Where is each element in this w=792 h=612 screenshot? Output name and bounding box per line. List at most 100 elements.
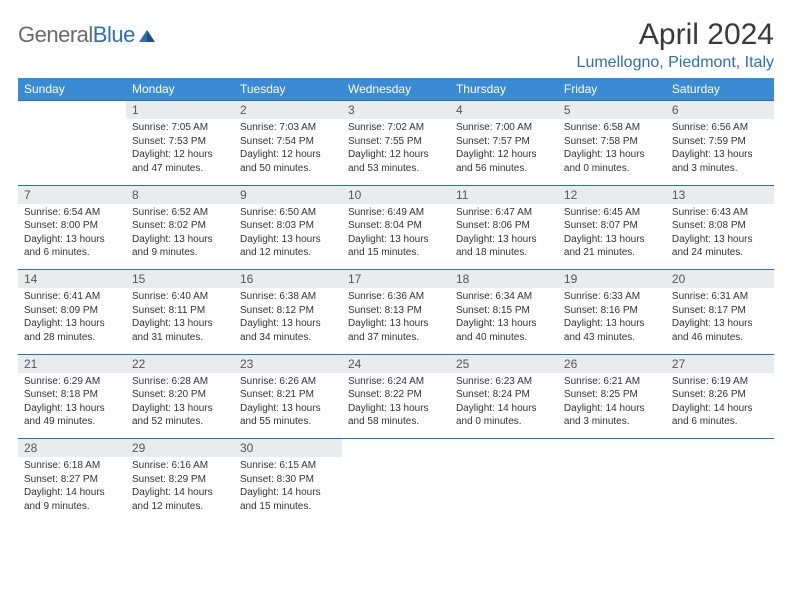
day1-text: Daylight: 14 hours [240, 486, 336, 500]
day-cell [558, 457, 666, 523]
date-number: 21 [24, 357, 37, 371]
date-number: 20 [672, 272, 685, 286]
date-number: 4 [456, 103, 463, 117]
day-cell: Sunrise: 6:34 AMSunset: 8:15 PMDaylight:… [450, 288, 558, 354]
day2-text: and 52 minutes. [132, 415, 228, 429]
date-number: 9 [240, 188, 247, 202]
date-number: 29 [132, 441, 145, 455]
day2-text: and 50 minutes. [240, 162, 336, 176]
date-number: 19 [564, 272, 577, 286]
date-cell: 27 [666, 354, 774, 373]
day1-text: Daylight: 13 hours [456, 317, 552, 331]
day2-text: and 0 minutes. [456, 415, 552, 429]
dow-friday: Friday [558, 78, 666, 101]
date-cell: 25 [450, 354, 558, 373]
day2-text: and 15 minutes. [348, 246, 444, 260]
day-cell: Sunrise: 6:49 AMSunset: 8:04 PMDaylight:… [342, 204, 450, 270]
date-cell: 4 [450, 101, 558, 120]
sunset-text: Sunset: 8:09 PM [24, 304, 120, 318]
day2-text: and 15 minutes. [240, 500, 336, 514]
brand-name: GeneralBlue [18, 22, 135, 48]
sunrise-text: Sunrise: 6:29 AM [24, 375, 120, 389]
day1-text: Daylight: 13 hours [672, 233, 768, 247]
day-cell: Sunrise: 6:24 AMSunset: 8:22 PMDaylight:… [342, 373, 450, 439]
dow-thursday: Thursday [450, 78, 558, 101]
sunrise-text: Sunrise: 7:02 AM [348, 121, 444, 135]
calendar-page: GeneralBlue April 2024 Lumellogno, Piedm… [0, 0, 792, 523]
day-cell: Sunrise: 6:47 AMSunset: 8:06 PMDaylight:… [450, 204, 558, 270]
day2-text: and 28 minutes. [24, 331, 120, 345]
sunrise-text: Sunrise: 6:50 AM [240, 206, 336, 220]
date-cell: 19 [558, 270, 666, 289]
sunset-text: Sunset: 8:03 PM [240, 219, 336, 233]
day1-text: Daylight: 13 hours [564, 317, 660, 331]
sunset-text: Sunset: 8:00 PM [24, 219, 120, 233]
sunrise-text: Sunrise: 6:38 AM [240, 290, 336, 304]
sunrise-text: Sunrise: 6:47 AM [456, 206, 552, 220]
week-body-row: Sunrise: 7:05 AMSunset: 7:53 PMDaylight:… [18, 119, 774, 185]
day1-text: Daylight: 14 hours [456, 402, 552, 416]
day-cell: Sunrise: 6:23 AMSunset: 8:24 PMDaylight:… [450, 373, 558, 439]
week-date-row: 123456 [18, 101, 774, 120]
day2-text: and 24 minutes. [672, 246, 768, 260]
date-cell: 15 [126, 270, 234, 289]
week-body-row: Sunrise: 6:29 AMSunset: 8:18 PMDaylight:… [18, 373, 774, 439]
day-cell: Sunrise: 6:28 AMSunset: 8:20 PMDaylight:… [126, 373, 234, 439]
day2-text: and 49 minutes. [24, 415, 120, 429]
week-body-row: Sunrise: 6:54 AMSunset: 8:00 PMDaylight:… [18, 204, 774, 270]
sunset-text: Sunset: 8:27 PM [24, 473, 120, 487]
brand-suffix: Blue [93, 22, 135, 47]
day1-text: Daylight: 14 hours [564, 402, 660, 416]
sunset-text: Sunset: 7:59 PM [672, 135, 768, 149]
date-cell: 24 [342, 354, 450, 373]
sunset-text: Sunset: 8:26 PM [672, 388, 768, 402]
date-number: 25 [456, 357, 469, 371]
day-cell: Sunrise: 6:45 AMSunset: 8:07 PMDaylight:… [558, 204, 666, 270]
date-number: 3 [348, 103, 355, 117]
sunset-text: Sunset: 8:13 PM [348, 304, 444, 318]
date-cell: 30 [234, 439, 342, 458]
sunset-text: Sunset: 8:11 PM [132, 304, 228, 318]
sunset-text: Sunset: 8:07 PM [564, 219, 660, 233]
day1-text: Daylight: 13 hours [672, 148, 768, 162]
date-cell: 13 [666, 185, 774, 204]
day2-text: and 9 minutes. [24, 500, 120, 514]
sunrise-text: Sunrise: 6:26 AM [240, 375, 336, 389]
date-number: 2 [240, 103, 247, 117]
dow-tuesday: Tuesday [234, 78, 342, 101]
day1-text: Daylight: 13 hours [240, 233, 336, 247]
day-cell: Sunrise: 6:18 AMSunset: 8:27 PMDaylight:… [18, 457, 126, 523]
day2-text: and 9 minutes. [132, 246, 228, 260]
date-cell: 8 [126, 185, 234, 204]
date-number: 28 [24, 441, 37, 455]
day2-text: and 55 minutes. [240, 415, 336, 429]
day-cell: Sunrise: 6:31 AMSunset: 8:17 PMDaylight:… [666, 288, 774, 354]
day-cell: Sunrise: 6:54 AMSunset: 8:00 PMDaylight:… [18, 204, 126, 270]
day2-text: and 18 minutes. [456, 246, 552, 260]
day-cell: Sunrise: 6:15 AMSunset: 8:30 PMDaylight:… [234, 457, 342, 523]
day-cell: Sunrise: 6:19 AMSunset: 8:26 PMDaylight:… [666, 373, 774, 439]
date-cell: 28 [18, 439, 126, 458]
sunrise-text: Sunrise: 6:33 AM [564, 290, 660, 304]
day2-text: and 40 minutes. [456, 331, 552, 345]
day2-text: and 37 minutes. [348, 331, 444, 345]
day1-text: Daylight: 14 hours [672, 402, 768, 416]
date-number: 1 [132, 103, 139, 117]
sunset-text: Sunset: 8:20 PM [132, 388, 228, 402]
sunset-text: Sunset: 8:24 PM [456, 388, 552, 402]
day-cell: Sunrise: 6:40 AMSunset: 8:11 PMDaylight:… [126, 288, 234, 354]
day1-text: Daylight: 13 hours [456, 233, 552, 247]
day-cell: Sunrise: 6:50 AMSunset: 8:03 PMDaylight:… [234, 204, 342, 270]
sunrise-text: Sunrise: 7:00 AM [456, 121, 552, 135]
date-number: 26 [564, 357, 577, 371]
brand-prefix: General [18, 22, 93, 47]
day2-text: and 12 minutes. [132, 500, 228, 514]
sunset-text: Sunset: 8:29 PM [132, 473, 228, 487]
sunrise-text: Sunrise: 6:49 AM [348, 206, 444, 220]
brand-logo: GeneralBlue [18, 18, 157, 48]
week-date-row: 14151617181920 [18, 270, 774, 289]
date-number: 10 [348, 188, 361, 202]
date-number: 7 [24, 188, 31, 202]
date-cell: 12 [558, 185, 666, 204]
sunset-text: Sunset: 8:02 PM [132, 219, 228, 233]
